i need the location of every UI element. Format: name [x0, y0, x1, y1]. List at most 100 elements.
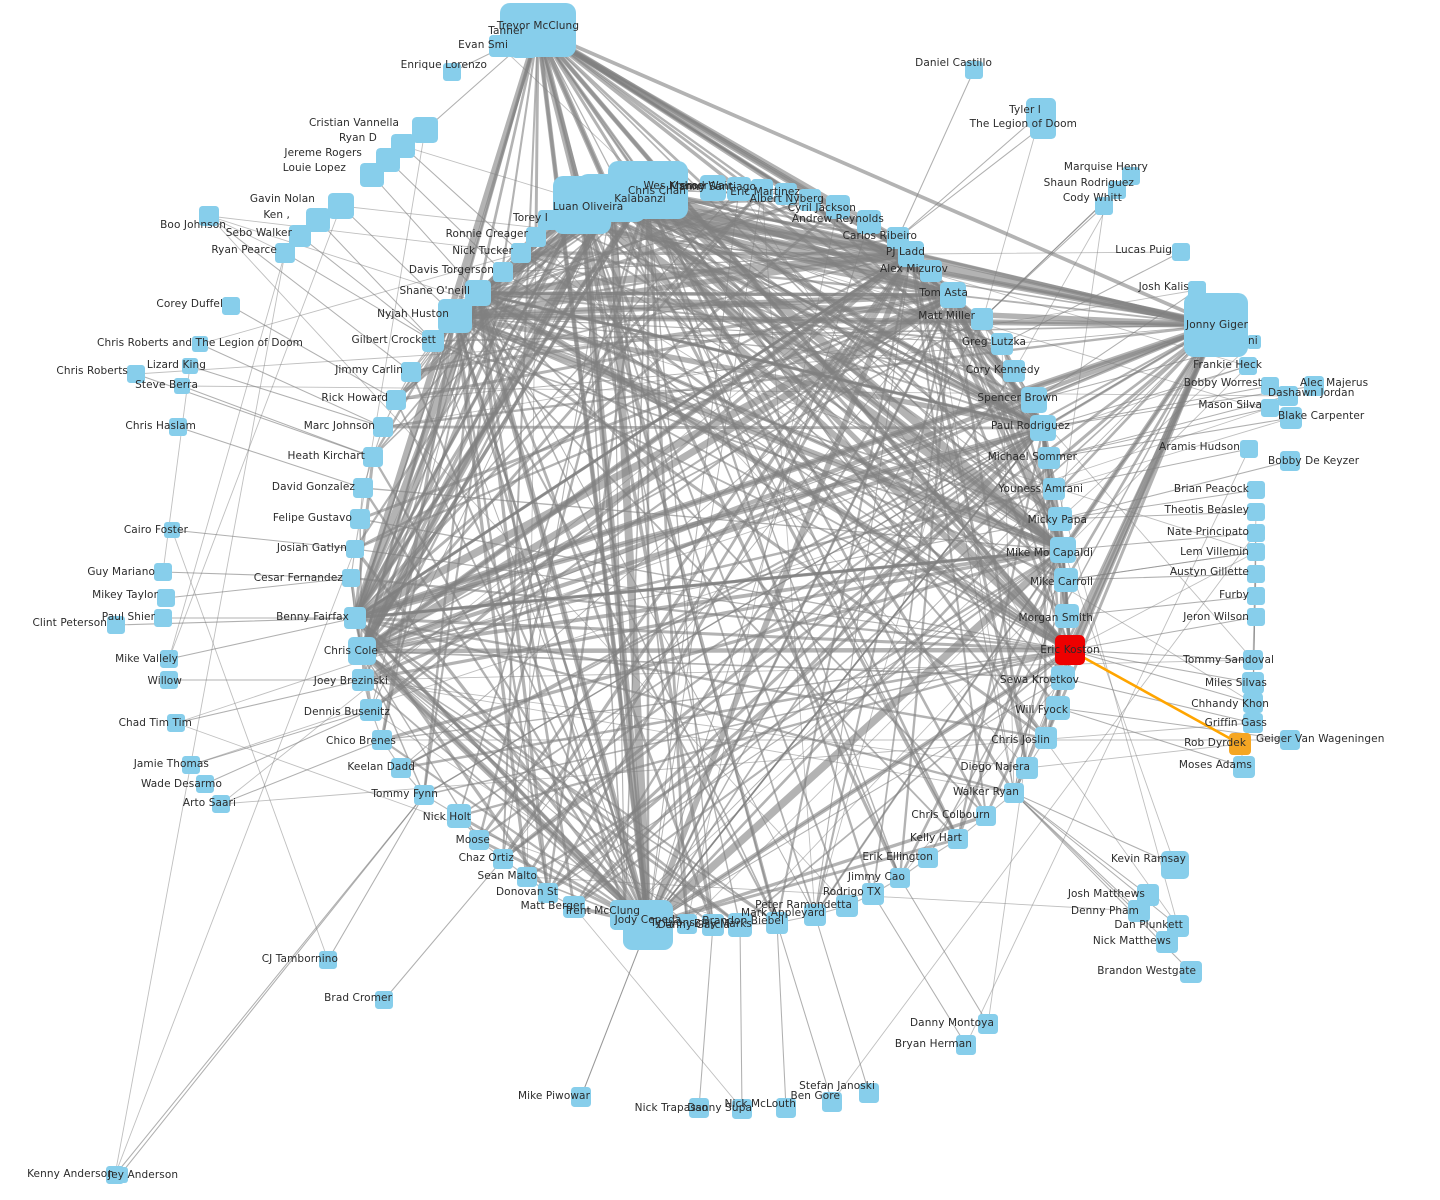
graph-node[interactable] [1247, 565, 1265, 583]
graph-node[interactable] [328, 193, 354, 219]
graph-node[interactable] [414, 785, 434, 805]
graph-node[interactable] [898, 241, 924, 267]
graph-node[interactable] [1038, 447, 1060, 469]
graph-node[interactable] [1161, 851, 1189, 879]
graph-node[interactable] [822, 1092, 842, 1112]
graph-node[interactable] [1229, 733, 1251, 755]
graph-node[interactable] [493, 849, 513, 869]
graph-node[interactable] [1172, 243, 1190, 261]
graph-node[interactable] [976, 806, 996, 826]
graph-node[interactable] [212, 795, 230, 813]
graph-node[interactable] [553, 176, 611, 234]
graph-node[interactable] [751, 179, 773, 201]
graph-node[interactable] [1247, 543, 1265, 561]
graph-node[interactable] [164, 522, 180, 538]
graph-node[interactable] [766, 912, 788, 934]
graph-node[interactable] [1247, 524, 1265, 542]
graph-node[interactable] [727, 177, 751, 201]
graph-node[interactable] [1180, 961, 1202, 983]
graph-node[interactable] [360, 163, 384, 187]
graph-node[interactable] [732, 1099, 752, 1119]
graph-node[interactable] [469, 830, 489, 850]
graph-node[interactable] [443, 63, 461, 81]
graph-node[interactable] [182, 358, 198, 374]
graph-node[interactable] [344, 607, 366, 629]
graph-node[interactable] [1243, 650, 1263, 670]
graph-node[interactable] [107, 616, 125, 634]
graph-node[interactable] [538, 210, 558, 230]
graph-node[interactable] [391, 758, 411, 778]
graph-node[interactable] [127, 365, 145, 383]
graph-node[interactable] [948, 829, 968, 849]
graph-node[interactable] [157, 589, 175, 607]
graph-node[interactable] [689, 1098, 709, 1118]
graph-node[interactable] [702, 914, 724, 936]
graph-node[interactable] [154, 563, 172, 581]
graph-node[interactable] [1240, 440, 1258, 458]
graph-node[interactable] [859, 1083, 879, 1103]
graph-node[interactable] [1048, 507, 1072, 531]
graph-node[interactable] [1030, 415, 1056, 441]
graph-node[interactable] [199, 206, 219, 226]
graph-node[interactable] [511, 243, 531, 263]
graph-node[interactable] [799, 189, 821, 211]
graph-node[interactable] [275, 243, 295, 263]
graph-node[interactable] [1108, 181, 1126, 199]
graph-node[interactable] [1261, 399, 1279, 417]
graph-node[interactable] [804, 904, 826, 926]
graph-node[interactable] [1247, 608, 1265, 626]
graph-node[interactable] [677, 914, 697, 934]
graph-node[interactable] [1021, 387, 1047, 413]
graph-node[interactable] [352, 669, 374, 691]
graph-node[interactable] [1243, 693, 1263, 713]
graph-node[interactable] [623, 900, 673, 950]
graph-node[interactable] [160, 671, 178, 689]
graph-node[interactable] [1280, 407, 1302, 429]
graph-node[interactable] [373, 417, 393, 437]
graph-node[interactable] [319, 951, 337, 969]
graph-node[interactable] [526, 227, 546, 247]
graph-node[interactable] [1247, 481, 1265, 499]
graph-node[interactable] [890, 868, 910, 888]
graph-node[interactable] [1003, 360, 1025, 382]
graph-node[interactable] [920, 260, 942, 282]
graph-node[interactable] [386, 390, 406, 410]
graph-node[interactable] [1016, 757, 1038, 779]
graph-node[interactable] [196, 775, 214, 793]
graph-node[interactable] [776, 1098, 796, 1118]
graph-node[interactable] [1128, 900, 1150, 922]
graph-node[interactable] [1035, 727, 1057, 749]
graph-node[interactable] [1280, 730, 1300, 750]
graph-node[interactable] [182, 756, 200, 774]
graph-node[interactable] [1050, 537, 1076, 563]
graph-node[interactable] [862, 883, 884, 905]
graph-node[interactable] [1030, 113, 1056, 139]
graph-node[interactable] [493, 262, 513, 282]
graph-node[interactable] [700, 175, 726, 201]
graph-node[interactable] [836, 895, 858, 917]
graph-node[interactable] [422, 330, 444, 352]
graph-node[interactable] [1242, 672, 1264, 694]
graph-node[interactable] [412, 117, 438, 143]
graph-node[interactable] [1043, 478, 1065, 500]
graph-node[interactable] [965, 61, 983, 79]
graph-node[interactable] [857, 210, 881, 234]
graph-node[interactable] [1239, 357, 1257, 375]
graph-node[interactable] [167, 714, 185, 732]
graph-node[interactable] [489, 35, 511, 57]
graph-node[interactable] [363, 447, 383, 467]
graph-node[interactable] [375, 991, 393, 1009]
graph-node[interactable] [971, 308, 993, 330]
graph-node[interactable] [360, 699, 382, 721]
graph-node[interactable] [1233, 756, 1255, 778]
graph-node[interactable] [918, 848, 938, 868]
graph-node[interactable] [991, 333, 1013, 355]
graph-node[interactable] [350, 509, 370, 529]
graph-node[interactable] [940, 282, 966, 308]
graph-node[interactable] [538, 883, 558, 903]
graph-node[interactable] [1243, 713, 1263, 733]
graph-node[interactable] [775, 183, 797, 205]
graph-node[interactable] [511, 32, 537, 58]
graph-node[interactable] [192, 336, 208, 352]
graph-node[interactable] [1156, 931, 1178, 953]
